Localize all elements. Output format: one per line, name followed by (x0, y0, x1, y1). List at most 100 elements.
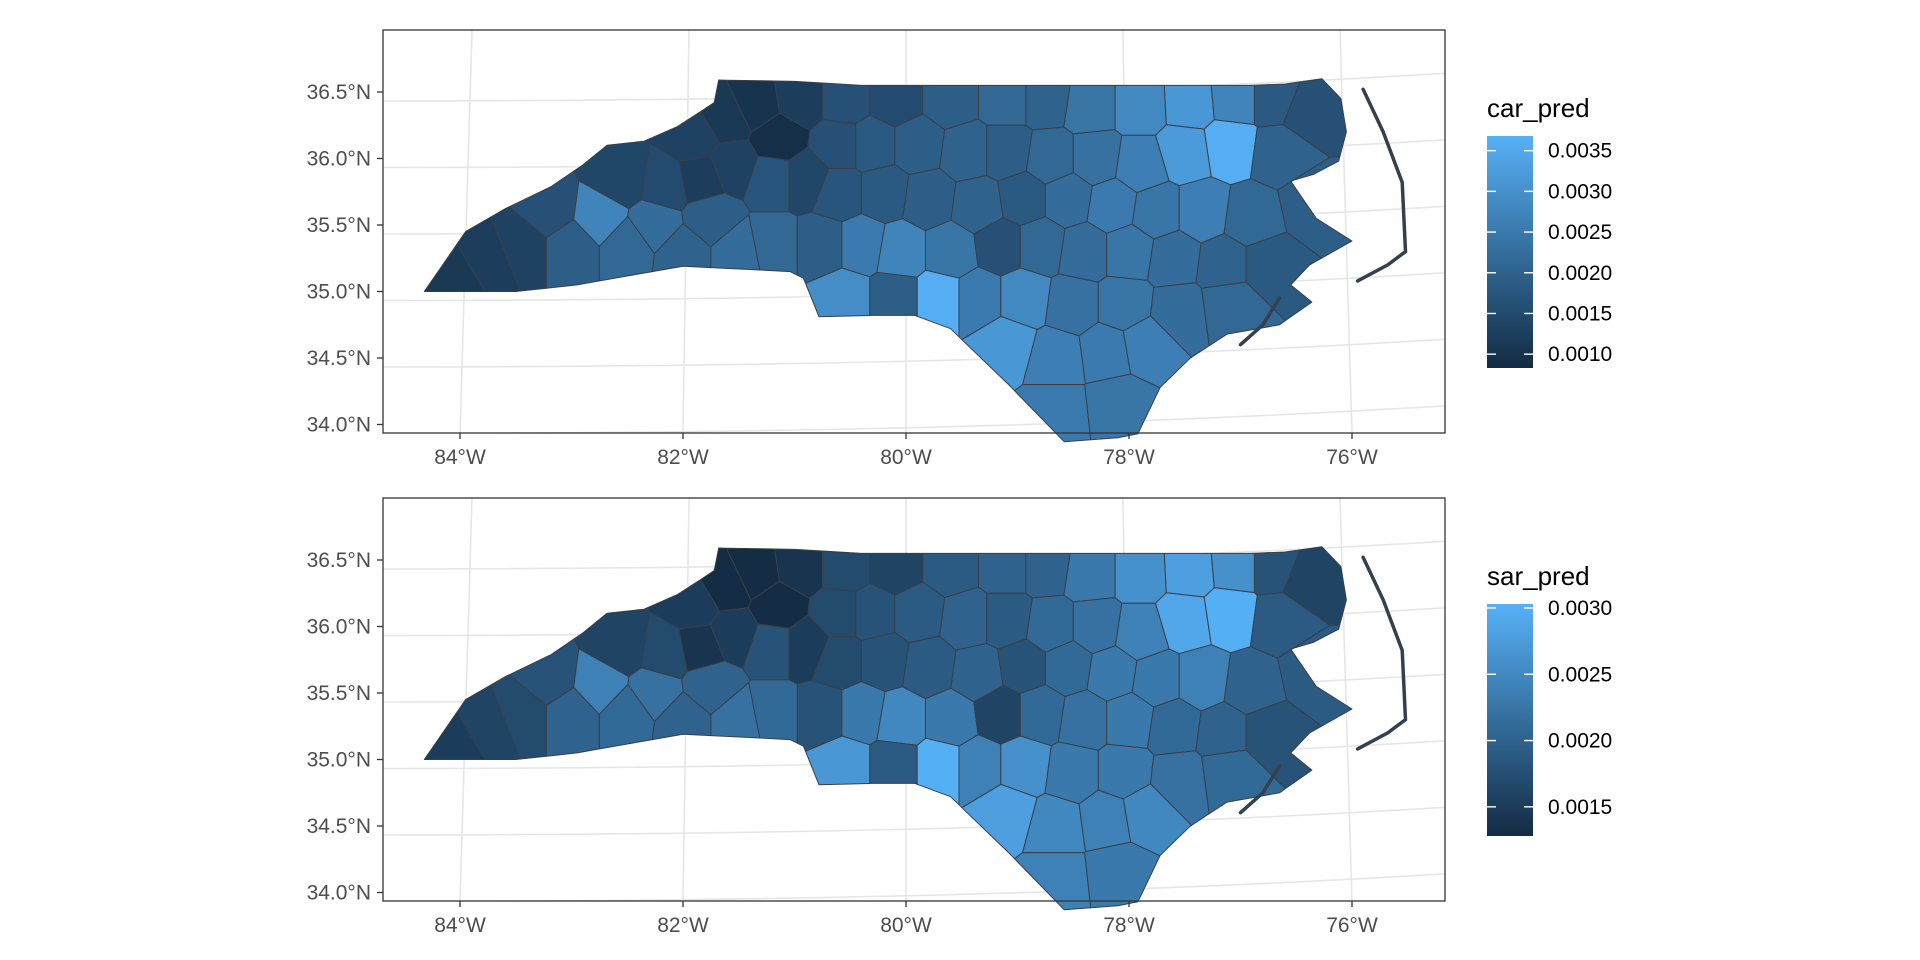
longitude-tick-label: 82°W (657, 446, 709, 469)
legend-label: 0.0030 (1548, 180, 1612, 203)
longitude-tick-label: 82°W (657, 914, 709, 937)
county-region (1044, 172, 1093, 229)
county-region (1057, 689, 1108, 751)
county-region (1114, 552, 1167, 604)
county-region (1163, 552, 1215, 598)
map-panel-sar_pred: 36.5°N 36.0°N 35.5°N 35.0°N 34.5°N 34.0°N 84°W… (307, 497, 1612, 937)
legend-label: 0.0035 (1548, 140, 1612, 163)
latitude-tick-label: 35.5°N (307, 682, 371, 705)
latitude-tick-label: 34.5°N (307, 815, 371, 838)
longitude-tick-label: 76°W (1326, 914, 1378, 937)
county-map (423, 546, 1408, 911)
latitude-tick-label: 36.0°N (307, 616, 371, 639)
county-region (1147, 697, 1202, 756)
outer-banks-island (1355, 87, 1408, 283)
latitude-tick-label: 35.0°N (307, 749, 371, 772)
legend-colorbar (1487, 604, 1533, 836)
legend-label: 0.0015 (1548, 796, 1612, 819)
legend-label: 0.0025 (1548, 663, 1612, 686)
county-region (1201, 281, 1286, 347)
legend-label: 0.0020 (1548, 730, 1612, 753)
county-region (1044, 640, 1093, 697)
county-region (1277, 156, 1353, 259)
county-region (1203, 587, 1258, 654)
county-region (1019, 216, 1066, 279)
county-region (1084, 841, 1161, 909)
legend-label: 0.0020 (1548, 262, 1612, 285)
county-region (1210, 552, 1255, 594)
latitude-grid-line (383, 405, 1445, 433)
county-region (1063, 84, 1116, 135)
latitude-tick-label: 34.0°N (307, 414, 371, 437)
legend-label: 0.0030 (1548, 597, 1612, 620)
county-region (869, 271, 918, 317)
longitude-tick-label: 84°W (434, 914, 486, 937)
latitude-tick-label: 36.0°N (307, 148, 371, 171)
longitude-grid-line (1339, 30, 1353, 433)
panel-border (382, 29, 1446, 434)
latitude-tick-label: 34.0°N (307, 882, 371, 905)
map-panel-car_pred: 36.5°N 36.0°N 35.5°N 35.0°N 34.5°N 34.0°N 84°W… (307, 29, 1612, 469)
latitude-tick-label: 36.5°N (307, 81, 371, 104)
county-region (876, 218, 926, 278)
latitude-grid-line (383, 806, 1445, 836)
county-region (1044, 273, 1099, 337)
county-region (978, 552, 1027, 594)
longitude-tick-label: 84°W (434, 446, 486, 469)
county-region (860, 632, 910, 693)
county-region (1178, 644, 1232, 712)
legend-title: car_pred (1487, 93, 1590, 123)
panel-border (382, 497, 1446, 902)
county-region (1201, 749, 1286, 815)
county-region (1195, 701, 1247, 757)
latitude-tick-label: 36.5°N (307, 549, 371, 572)
county-region (1277, 624, 1353, 727)
county-region (876, 686, 926, 746)
legend-title: sar_pred (1487, 561, 1590, 591)
legend-colorbar (1487, 136, 1533, 368)
county-region (916, 269, 960, 338)
county-map (423, 78, 1408, 443)
longitude-tick-label: 78°W (1103, 914, 1155, 937)
county-region (1203, 119, 1258, 186)
legend-label: 0.0025 (1548, 221, 1612, 244)
county-region (1178, 176, 1232, 244)
county-region (860, 164, 910, 225)
legend-label: 0.0010 (1548, 343, 1612, 366)
county-region (1025, 552, 1071, 599)
longitude-tick-label: 76°W (1326, 446, 1378, 469)
color-legend-sar_pred: sar_pred 0.0030 0.0025 0.0020 0.0015 (1487, 561, 1612, 836)
county-region (1114, 84, 1167, 136)
county-region (821, 82, 871, 125)
county-region (821, 550, 871, 593)
county-region (1163, 84, 1215, 130)
longitude-grid-line (1339, 498, 1353, 901)
longitude-tick-label: 78°W (1103, 446, 1155, 469)
county-region (997, 638, 1046, 695)
county-region (1057, 221, 1108, 283)
county-region (997, 170, 1046, 227)
outer-banks-island (1355, 555, 1408, 751)
color-legend-car_pred: car_pred 0.0035 0.0030 0.0025 0.0020 0.0015 0.… (1487, 93, 1612, 368)
county-region (1147, 229, 1202, 288)
latitude-tick-label: 35.0°N (307, 281, 371, 304)
county-region (869, 739, 918, 785)
county-region (1025, 84, 1071, 131)
county-region (1063, 552, 1116, 603)
legend-label: 0.0015 (1548, 302, 1612, 325)
latitude-tick-label: 35.5°N (307, 214, 371, 237)
longitude-tick-label: 80°W (880, 914, 932, 937)
latitude-tick-label: 34.5°N (307, 347, 371, 370)
county-region (1044, 741, 1099, 805)
latitude-grid-line (383, 873, 1445, 901)
county-region (1210, 84, 1255, 126)
outer-banks-island (1238, 764, 1282, 815)
county-region (1084, 373, 1161, 441)
county-region (1019, 684, 1066, 747)
longitude-tick-label: 80°W (880, 446, 932, 469)
latitude-grid-line (383, 338, 1445, 368)
county-region (916, 737, 960, 806)
county-region (1195, 233, 1247, 289)
outer-banks-island (1238, 296, 1282, 347)
